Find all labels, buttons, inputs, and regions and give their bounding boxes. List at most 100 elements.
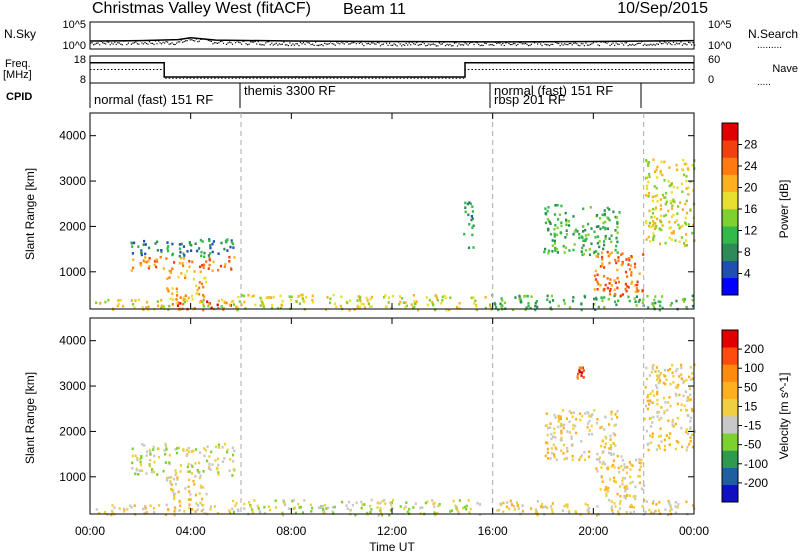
- velocity-cell: [111, 504, 114, 507]
- power-cell: [659, 300, 662, 304]
- noise-search-point: [259, 43, 261, 45]
- velocity-cell: [176, 476, 179, 479]
- velocity-cell: [611, 509, 614, 512]
- velocity-cell: [664, 368, 667, 372]
- power-cell: [235, 305, 238, 309]
- velocity-cell: [194, 510, 197, 513]
- power-cell: [637, 289, 640, 292]
- velocity-cell: [185, 448, 188, 452]
- power-cell: [328, 301, 332, 305]
- power-cell: [553, 235, 556, 238]
- noise-search-point: [665, 42, 667, 44]
- power-cell: [582, 230, 585, 233]
- noise-sky-label: N.Sky: [4, 27, 36, 41]
- noise-search-point: [373, 43, 376, 45]
- velocity-cell: [691, 409, 694, 413]
- power-cell: [638, 272, 641, 275]
- power-cell: [596, 280, 599, 284]
- noise-search-point: [185, 40, 187, 42]
- power-cell: [160, 249, 163, 252]
- velocity-cell: [557, 414, 560, 418]
- noise-search-point: [493, 44, 495, 46]
- velocity-cell: [588, 450, 591, 453]
- velocity-cell: [669, 404, 672, 408]
- noise-search-point: [449, 43, 451, 46]
- velocity-cell: [566, 450, 569, 453]
- velocity-cell: [571, 415, 574, 419]
- velocity-cell: [666, 408, 669, 412]
- power-cell: [445, 308, 448, 312]
- power-cell: [604, 227, 607, 231]
- power-cell: [186, 299, 189, 303]
- velocity-cell: [176, 478, 179, 481]
- velocity-cell: [651, 367, 654, 371]
- power-cell: [470, 296, 473, 300]
- power-cell: [514, 296, 517, 299]
- noise-search-point: [455, 42, 457, 44]
- power-cell: [614, 281, 617, 284]
- velocity-cell: [170, 488, 173, 491]
- power-cell: [682, 173, 686, 177]
- power-cell: [404, 301, 407, 304]
- velocity-cell: [616, 454, 619, 458]
- noise-search-point: [666, 43, 668, 45]
- power-cell: [668, 236, 671, 240]
- power-cell: [464, 201, 467, 205]
- power-cell: [360, 302, 363, 306]
- velocity-cell: [149, 459, 152, 462]
- power-cell: [180, 272, 183, 275]
- velocity-cell: [668, 502, 671, 506]
- power-cell: [671, 231, 674, 235]
- velocity-cell: [310, 510, 313, 513]
- velocity-cell: [188, 490, 191, 493]
- velocity-cell: [513, 508, 516, 511]
- velocity-cell: [389, 501, 392, 504]
- velocity-cell: [478, 513, 482, 516]
- noise-search-point: [678, 43, 681, 45]
- velocity-cell: [354, 513, 357, 517]
- noise-search-point: [102, 42, 104, 44]
- noise-search-point: [148, 41, 151, 43]
- velocity-cell: [153, 454, 156, 458]
- velocity-cell: [571, 443, 574, 446]
- velocity-cell: [133, 504, 136, 507]
- velocity-cell: [218, 446, 221, 449]
- power-cell: [598, 245, 601, 249]
- noise-search-point: [562, 44, 564, 46]
- velocity-cell: [462, 506, 465, 510]
- power-cell: [684, 216, 687, 220]
- power-cell: [410, 303, 413, 306]
- power-colorbar-swatch: [722, 277, 738, 296]
- velocity-cell: [275, 506, 278, 509]
- velocity-cell: [164, 442, 167, 446]
- velocity-cell: [683, 404, 686, 408]
- velocity-cell: [424, 501, 427, 505]
- power-cell: [685, 162, 688, 166]
- power-cell: [651, 303, 655, 306]
- velocity-cell: [659, 434, 663, 438]
- velocity-cell: [341, 500, 344, 504]
- velocity-cell: [576, 375, 579, 378]
- power-cell: [228, 303, 232, 307]
- power-cell: [581, 236, 584, 239]
- velocity-cell: [551, 511, 554, 514]
- power-cell: [145, 260, 148, 264]
- velocity-cell: [174, 469, 177, 472]
- power-cell: [230, 268, 233, 271]
- noise-search-point: [177, 41, 179, 43]
- velocity-cell: [209, 507, 212, 511]
- power-cell: [601, 262, 604, 265]
- power-cell: [651, 199, 654, 203]
- power-cell: [667, 180, 670, 183]
- power-cell: [675, 299, 678, 303]
- velocity-cell: [614, 433, 617, 437]
- power-cell: [203, 255, 206, 259]
- power-cell: [160, 304, 163, 308]
- power-cell: [166, 247, 169, 250]
- noise-search-point: [312, 43, 314, 45]
- power-cell: [582, 224, 585, 228]
- velocity-cell: [179, 470, 182, 473]
- power-cell: [646, 187, 649, 191]
- velocity-cell: [172, 488, 175, 492]
- noise-search-point: [559, 45, 561, 47]
